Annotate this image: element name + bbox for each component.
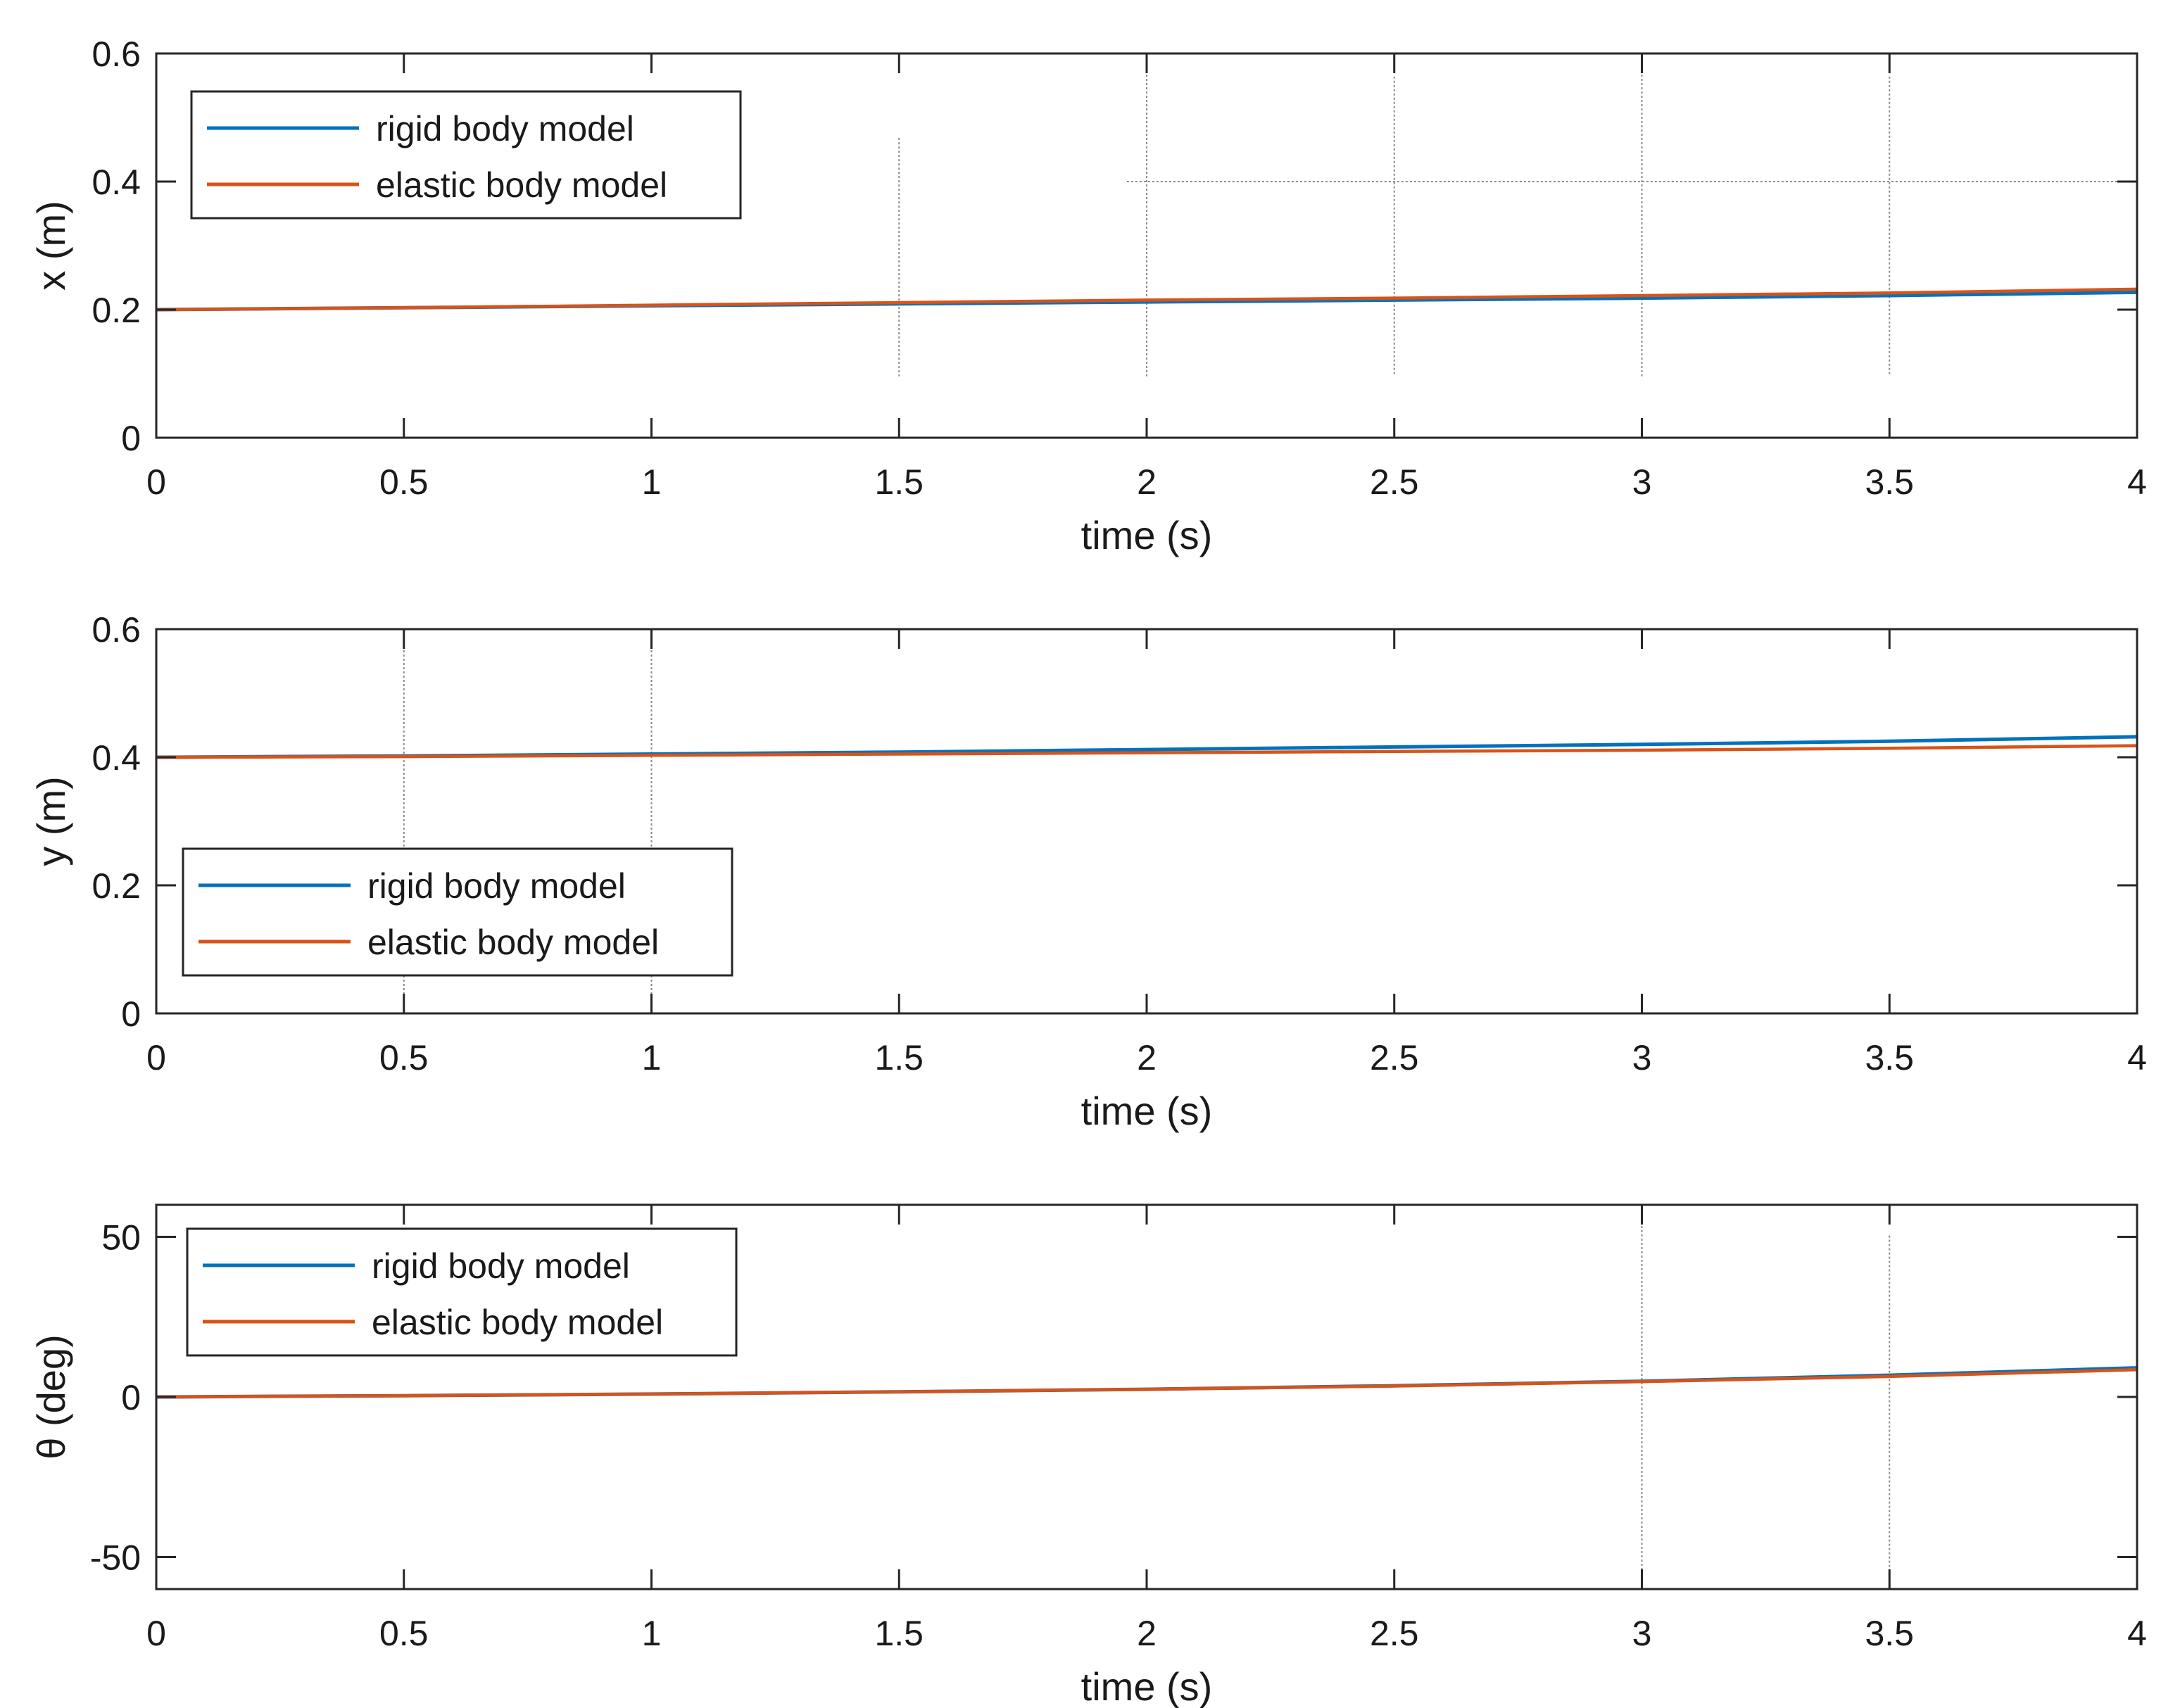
y-tick-label: 0.2 [92,291,141,330]
x-axis-label: time (s) [1081,513,1213,557]
y-tick-label: 0 [121,994,141,1034]
x-tick-label: 1 [642,1614,662,1653]
x-tick-label: 4 [2127,1038,2147,1077]
legend: rigid body model elastic body model [182,847,733,977]
x-tick-label: 2 [1137,462,1157,502]
x-tick-label: 1.5 [874,462,924,502]
x-tick-label: 2.5 [1370,1614,1419,1653]
series-line-elastic [156,1368,2138,1399]
x-tick-label: 3.5 [1865,462,1914,502]
legend-label: rigid body model [367,866,626,906]
x-tick-label: 0.5 [379,1614,429,1653]
x-tick-label: 0.5 [379,462,429,502]
legend: rigid body model elastic body model [190,90,742,220]
y-tick-label: 0.2 [92,866,141,906]
x-tick-label: 2 [1137,1614,1157,1653]
x-tick-label: 4 [2127,1614,2147,1653]
series-line-elastic [156,744,2138,759]
x-axis-label: time (s) [1081,1664,1213,1708]
y-axis-label: x (m) [29,201,73,291]
y-tick-label: 50 [101,1218,141,1258]
legend-label: rigid body model [376,109,634,148]
y-tick-label: 0.4 [92,738,141,778]
x-tick-label: 1.5 [874,1038,924,1077]
x-tick-label: 1 [642,1038,662,1077]
x-tick-label: 3 [1632,462,1652,502]
x-tick-label: 3.5 [1865,1038,1914,1077]
y-tick-label: -50 [90,1538,141,1578]
y-tick-label: 0.4 [92,163,141,202]
y-tick-label: 0.6 [92,34,141,74]
legend-box [190,90,742,220]
x-tick-label: 2 [1137,1038,1157,1077]
legend-box [182,847,733,977]
y-tick-label: 0 [121,419,141,458]
x-tick-label: 0 [146,1614,166,1653]
x-tick-label: 2.5 [1370,1038,1419,1077]
legend-label: elastic body model [367,923,659,962]
legend-label: elastic body model [376,165,667,205]
series-line-rigid [156,1366,2138,1399]
x-tick-label: 2.5 [1370,462,1419,502]
panel-2: 0 0.5 1 1.5 2 2.5 3 3.5 4 0 0.2 0.4 0.6 time (s) y (m)… [29,610,2147,1133]
y-tick-label: 0.6 [92,610,141,650]
series-line-elastic [156,287,2138,312]
x-tick-label: 0 [146,1038,166,1077]
legend-label: elastic body model [372,1303,663,1342]
x-tick-label: 1 [642,462,662,502]
x-tick-label: 0.5 [379,1038,429,1077]
x-axis-label: time (s) [1081,1089,1213,1133]
y-axis-label: θ (deg) [29,1334,73,1459]
x-tick-label: 3 [1632,1038,1652,1077]
x-tick-label: 3.5 [1865,1614,1914,1653]
y-axis-label: y (m) [29,776,73,866]
x-tick-label: 4 [2127,462,2147,502]
panel-1: 0 0.5 1 1.5 2 2.5 3 3.5 4 0 0.2 0.4 0.6 time (s) x (m)… [29,34,2147,557]
x-tick-label: 3 [1632,1614,1652,1653]
x-tick-label: 1.5 [874,1614,924,1653]
y-tick-label: 0 [121,1378,141,1417]
legend-box [186,1227,738,1357]
x-tick-label: 0 [146,462,166,502]
legend-label: rigid body model [372,1246,630,1286]
legend: rigid body model elastic body model [186,1227,738,1357]
